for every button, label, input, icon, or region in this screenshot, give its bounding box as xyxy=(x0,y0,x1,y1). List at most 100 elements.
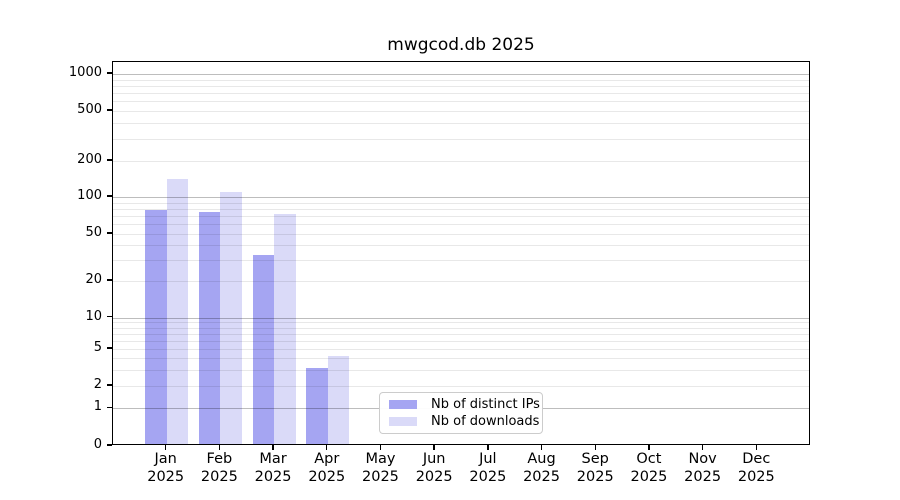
x-tick-month-sep: Sep xyxy=(581,451,609,467)
x-tick-feb xyxy=(218,445,221,450)
y-tick-label-0: 0 xyxy=(93,437,102,452)
gridline-minor-7 xyxy=(113,333,809,335)
gridline-minor-20 xyxy=(113,280,809,282)
gridline-minor-30 xyxy=(113,260,809,262)
x-tick-month-oct: Oct xyxy=(636,451,662,467)
x-tick-label-may: May 2025 xyxy=(352,451,408,486)
gridline-major-1000 xyxy=(113,73,809,75)
x-tick-label-sep: Sep 2025 xyxy=(567,451,623,486)
x-tick-year-jun: 2025 xyxy=(415,468,453,485)
x-tick-year-feb: 2025 xyxy=(200,468,238,485)
gridline-minor-8 xyxy=(113,327,809,329)
gridline-minor-800 xyxy=(113,85,809,87)
legend: Nb of distinct IPs Nb of downloads xyxy=(379,392,543,434)
x-tick-year-jul: 2025 xyxy=(469,468,507,485)
x-tick-year-oct: 2025 xyxy=(630,468,668,485)
x-tick-dec xyxy=(755,445,757,450)
legend-item-distinct-ips: Nb of distinct IPs xyxy=(389,397,540,412)
y-tick-label-1: 1 xyxy=(93,399,102,415)
bar-downloads-apr xyxy=(327,356,350,444)
x-tick-nov xyxy=(701,445,704,450)
bar-downloads-feb xyxy=(220,192,242,444)
gridline-minor-300 xyxy=(113,138,809,140)
x-tick-month-jan: Jan xyxy=(154,451,177,467)
x-tick-sep xyxy=(594,445,596,450)
y-tick-label-50: 50 xyxy=(85,224,102,240)
x-tick-oct xyxy=(648,445,650,450)
x-tick-month-nov: Nov xyxy=(688,451,717,467)
x-tick-month-apr: Apr xyxy=(314,451,340,467)
y-tick-label-2: 2 xyxy=(93,377,102,393)
y-tick-label-100: 100 xyxy=(77,188,102,203)
y-tick-label-500: 500 xyxy=(77,101,102,117)
x-tick-year-mar: 2025 xyxy=(254,468,292,485)
gridline-minor-400 xyxy=(113,123,809,125)
x-tick-aug xyxy=(540,445,543,450)
gridline-minor-5 xyxy=(113,349,809,350)
gridline-major-100 xyxy=(113,197,809,198)
x-tick-label-jul: Jul 2025 xyxy=(460,451,516,486)
gridline-minor-500 xyxy=(113,110,809,112)
plot-area xyxy=(112,61,810,445)
chart-title: mwgcod.db 2025 xyxy=(387,35,535,55)
gridline-minor-4 xyxy=(113,358,809,360)
x-tick-jun xyxy=(433,445,435,450)
legend-swatch-distinct-ips xyxy=(389,400,417,410)
bar-distinct-ips-apr xyxy=(306,367,328,444)
x-tick-month-dec: Dec xyxy=(742,451,771,467)
x-tick-year-nov: 2025 xyxy=(684,468,722,485)
y-tick-label-1000: 1000 xyxy=(68,64,102,80)
gridline-minor-700 xyxy=(113,92,809,94)
gridline-minor-600 xyxy=(113,101,809,103)
gridline-minor-80 xyxy=(113,208,809,210)
bar-downloads-jan xyxy=(166,179,189,444)
x-tick-month-may: May xyxy=(365,451,396,467)
x-tick-label-dec: Dec 2025 xyxy=(728,451,784,486)
x-tick-year-may: 2025 xyxy=(362,468,399,485)
bar-distinct-ips-feb xyxy=(198,211,221,444)
gridline-minor-200 xyxy=(113,160,809,162)
x-tick-year-apr: 2025 xyxy=(308,468,346,485)
x-tick-label-aug: Aug 2025 xyxy=(514,451,570,486)
gridline-minor-9 xyxy=(113,322,809,324)
x-tick-label-feb: Feb 2025 xyxy=(191,451,247,486)
y-tick-label-200: 200 xyxy=(77,151,102,167)
x-tick-apr xyxy=(326,445,328,450)
bar-distinct-ips-mar xyxy=(252,254,275,444)
legend-label-downloads: Nb of downloads xyxy=(431,413,540,429)
x-tick-label-apr: Apr 2025 xyxy=(299,451,355,486)
x-tick-month-mar: Mar xyxy=(259,451,287,467)
x-tick-month-jul: Jul xyxy=(479,451,497,467)
x-tick-jul xyxy=(487,445,489,450)
gridline-minor-2 xyxy=(113,386,809,388)
gridline-minor-900 xyxy=(113,79,809,81)
gridline-minor-40 xyxy=(113,245,809,247)
x-tick-mar xyxy=(272,445,274,450)
gridline-major-10 xyxy=(113,317,809,319)
x-tick-may xyxy=(379,445,382,450)
x-tick-jan xyxy=(164,445,167,450)
gridline-minor-6 xyxy=(113,340,809,342)
y-tick-label-20: 20 xyxy=(85,271,102,287)
gridline-minor-70 xyxy=(113,216,809,218)
y-tick-label-5: 5 xyxy=(93,340,102,355)
x-tick-month-jun: Jun xyxy=(422,451,446,467)
legend-label-distinct-ips: Nb of distinct IPs xyxy=(431,397,540,413)
legend-item-downloads: Nb of downloads xyxy=(389,414,539,429)
gridline-minor-3 xyxy=(113,369,809,371)
x-tick-month-aug: Aug xyxy=(527,451,556,467)
x-tick-year-aug: 2025 xyxy=(523,468,560,485)
x-tick-label-jun: Jun 2025 xyxy=(406,451,462,486)
x-tick-label-oct: Oct 2025 xyxy=(621,451,677,486)
y-tick-label-10: 10 xyxy=(85,308,102,324)
gridline-minor-50 xyxy=(113,233,809,235)
bar-distinct-ips-jan xyxy=(145,209,167,444)
x-tick-label-nov: Nov 2025 xyxy=(675,451,731,486)
bar-downloads-mar xyxy=(274,214,296,444)
x-tick-year-dec: 2025 xyxy=(737,468,775,485)
gridline-minor-60 xyxy=(113,224,809,226)
x-tick-year-sep: 2025 xyxy=(576,468,614,485)
x-tick-year-jan: 2025 xyxy=(147,468,185,485)
x-tick-label-mar: Mar 2025 xyxy=(245,451,301,486)
